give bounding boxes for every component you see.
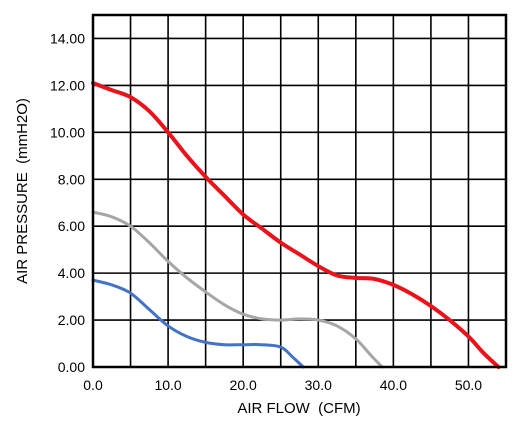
x-axis-title: AIR FLOW (CFM) [237,400,360,417]
y-tick-label: 4.00 [58,265,85,281]
x-tick-labels: 0.0 10.0 20.0 30.0 40.0 50.0 [83,377,482,393]
y-tick-label: 8.00 [58,171,85,187]
y-tick-label: 10.00 [50,124,85,140]
x-tick-label: 40.0 [380,377,407,393]
series-line-3 [91,278,305,369]
y-tick-label: 0.00 [58,359,85,375]
y-tick-label: 6.00 [58,218,85,234]
x-tick-label: 30.0 [305,377,332,393]
y-tick-labels: 0.00 2.00 4.00 6.00 8.00 10.00 12.00 14.00 [50,30,85,375]
plot-area-frame [91,13,508,369]
x-tick-label: 20.0 [230,377,257,393]
x-tick-label: 0.0 [83,377,103,393]
series-lines [91,81,501,369]
series-line-1 [91,81,501,369]
y-tick-label: 2.00 [58,312,85,328]
x-tick-label: 10.0 [154,377,181,393]
series-line-2 [91,210,384,369]
y-tick-label: 14.00 [50,30,85,46]
x-tick-label: 50.0 [455,377,482,393]
y-tick-label: 12.00 [50,77,85,93]
y-axis-title: AIR PRESSURE (mmH2O) [14,98,31,284]
